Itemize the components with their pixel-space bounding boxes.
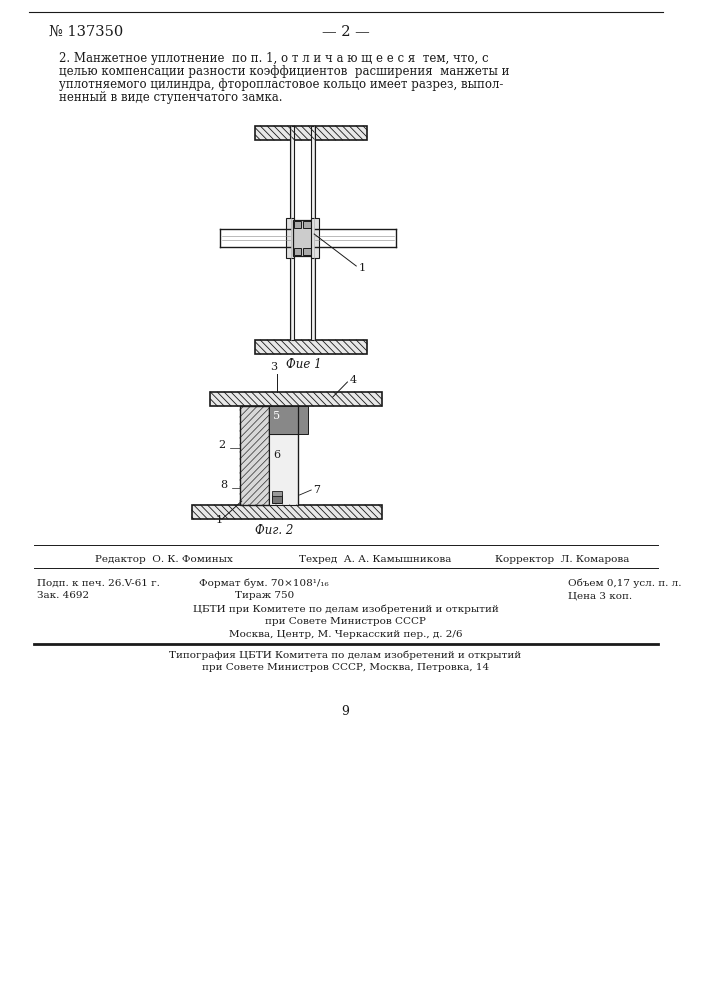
Bar	[255, 340, 367, 354]
Text: Тираж 750: Тираж 750	[235, 591, 294, 600]
Bar	[293, 248, 301, 255]
Text: № 137350: № 137350	[49, 25, 123, 39]
Text: 4: 4	[349, 375, 356, 385]
Bar	[272, 491, 282, 496]
Text: при Совете Министров СССР, Москва, Петровка, 14: при Совете Министров СССР, Москва, Петро…	[202, 663, 489, 672]
Text: Подп. к печ. 26.V-61 г.: Подп. к печ. 26.V-61 г.	[37, 579, 160, 588]
Bar	[311, 218, 319, 258]
Text: уплотняемого цилиндра, фторопластовое кольцо имеет разрез, выпол-: уплотняемого цилиндра, фторопластовое ко…	[59, 78, 503, 91]
Bar	[286, 218, 293, 258]
Bar	[269, 406, 298, 434]
Text: 3: 3	[271, 362, 278, 372]
Text: 1: 1	[358, 263, 366, 273]
Text: Фие 1: Фие 1	[286, 358, 321, 371]
Bar	[303, 248, 311, 255]
Text: 1: 1	[216, 515, 223, 525]
Text: 2: 2	[218, 440, 226, 450]
Text: 5: 5	[274, 411, 281, 421]
Bar	[255, 126, 367, 140]
Bar	[290, 126, 293, 340]
Text: Фиг. 2: Фиг. 2	[255, 524, 293, 537]
Text: Редактор  О. К. Фоминых: Редактор О. К. Фоминых	[95, 555, 233, 564]
Text: при Совете Министров СССР: при Совете Министров СССР	[265, 617, 426, 626]
Bar	[240, 406, 269, 505]
Text: Москва, Центр, М. Черкасский пер., д. 2/6: Москва, Центр, М. Черкасский пер., д. 2/…	[229, 630, 462, 639]
Text: 2. Манжетное уплотнение  по п. 1, о т л и ч а ю щ е е с я  тем, что, с: 2. Манжетное уплотнение по п. 1, о т л и…	[59, 52, 489, 65]
Text: Техред  А. А. Камышникова: Техред А. А. Камышникова	[300, 555, 452, 564]
Text: Зак. 4692: Зак. 4692	[37, 591, 89, 600]
Bar	[293, 221, 301, 228]
Text: Корректор  Л. Комарова: Корректор Л. Комарова	[495, 555, 630, 564]
Text: — 2 —: — 2 —	[322, 25, 369, 39]
Text: целью компенсации разности коэффициентов  расширения  манжеты и: целью компенсации разности коэффициентов…	[59, 65, 509, 78]
Text: Цена 3 коп.: Цена 3 коп.	[568, 591, 632, 600]
Bar	[303, 221, 311, 228]
Text: 8: 8	[220, 481, 228, 490]
Text: Объем 0,17 усл. п. л.: Объем 0,17 усл. п. л.	[568, 579, 681, 588]
Bar	[192, 505, 382, 519]
Text: Формат бум. 70×108¹/₁₆: Формат бум. 70×108¹/₁₆	[199, 579, 329, 588]
Text: 9: 9	[341, 705, 349, 718]
Text: ЦБТИ при Комитете по делам изобретений и открытий: ЦБТИ при Комитете по делам изобретений и…	[192, 604, 498, 613]
Text: ненный в виде ступенчатого замка.: ненный в виде ступенчатого замка.	[59, 91, 282, 104]
Bar	[269, 406, 308, 434]
Bar	[269, 406, 298, 505]
Text: 7: 7	[313, 485, 320, 495]
Text: 6: 6	[274, 450, 281, 460]
Bar	[211, 392, 382, 406]
Bar	[293, 220, 312, 256]
Bar	[272, 495, 282, 503]
Bar	[311, 126, 315, 340]
Text: Типография ЦБТИ Комитета по делам изобретений и открытий: Типография ЦБТИ Комитета по делам изобре…	[170, 650, 522, 660]
